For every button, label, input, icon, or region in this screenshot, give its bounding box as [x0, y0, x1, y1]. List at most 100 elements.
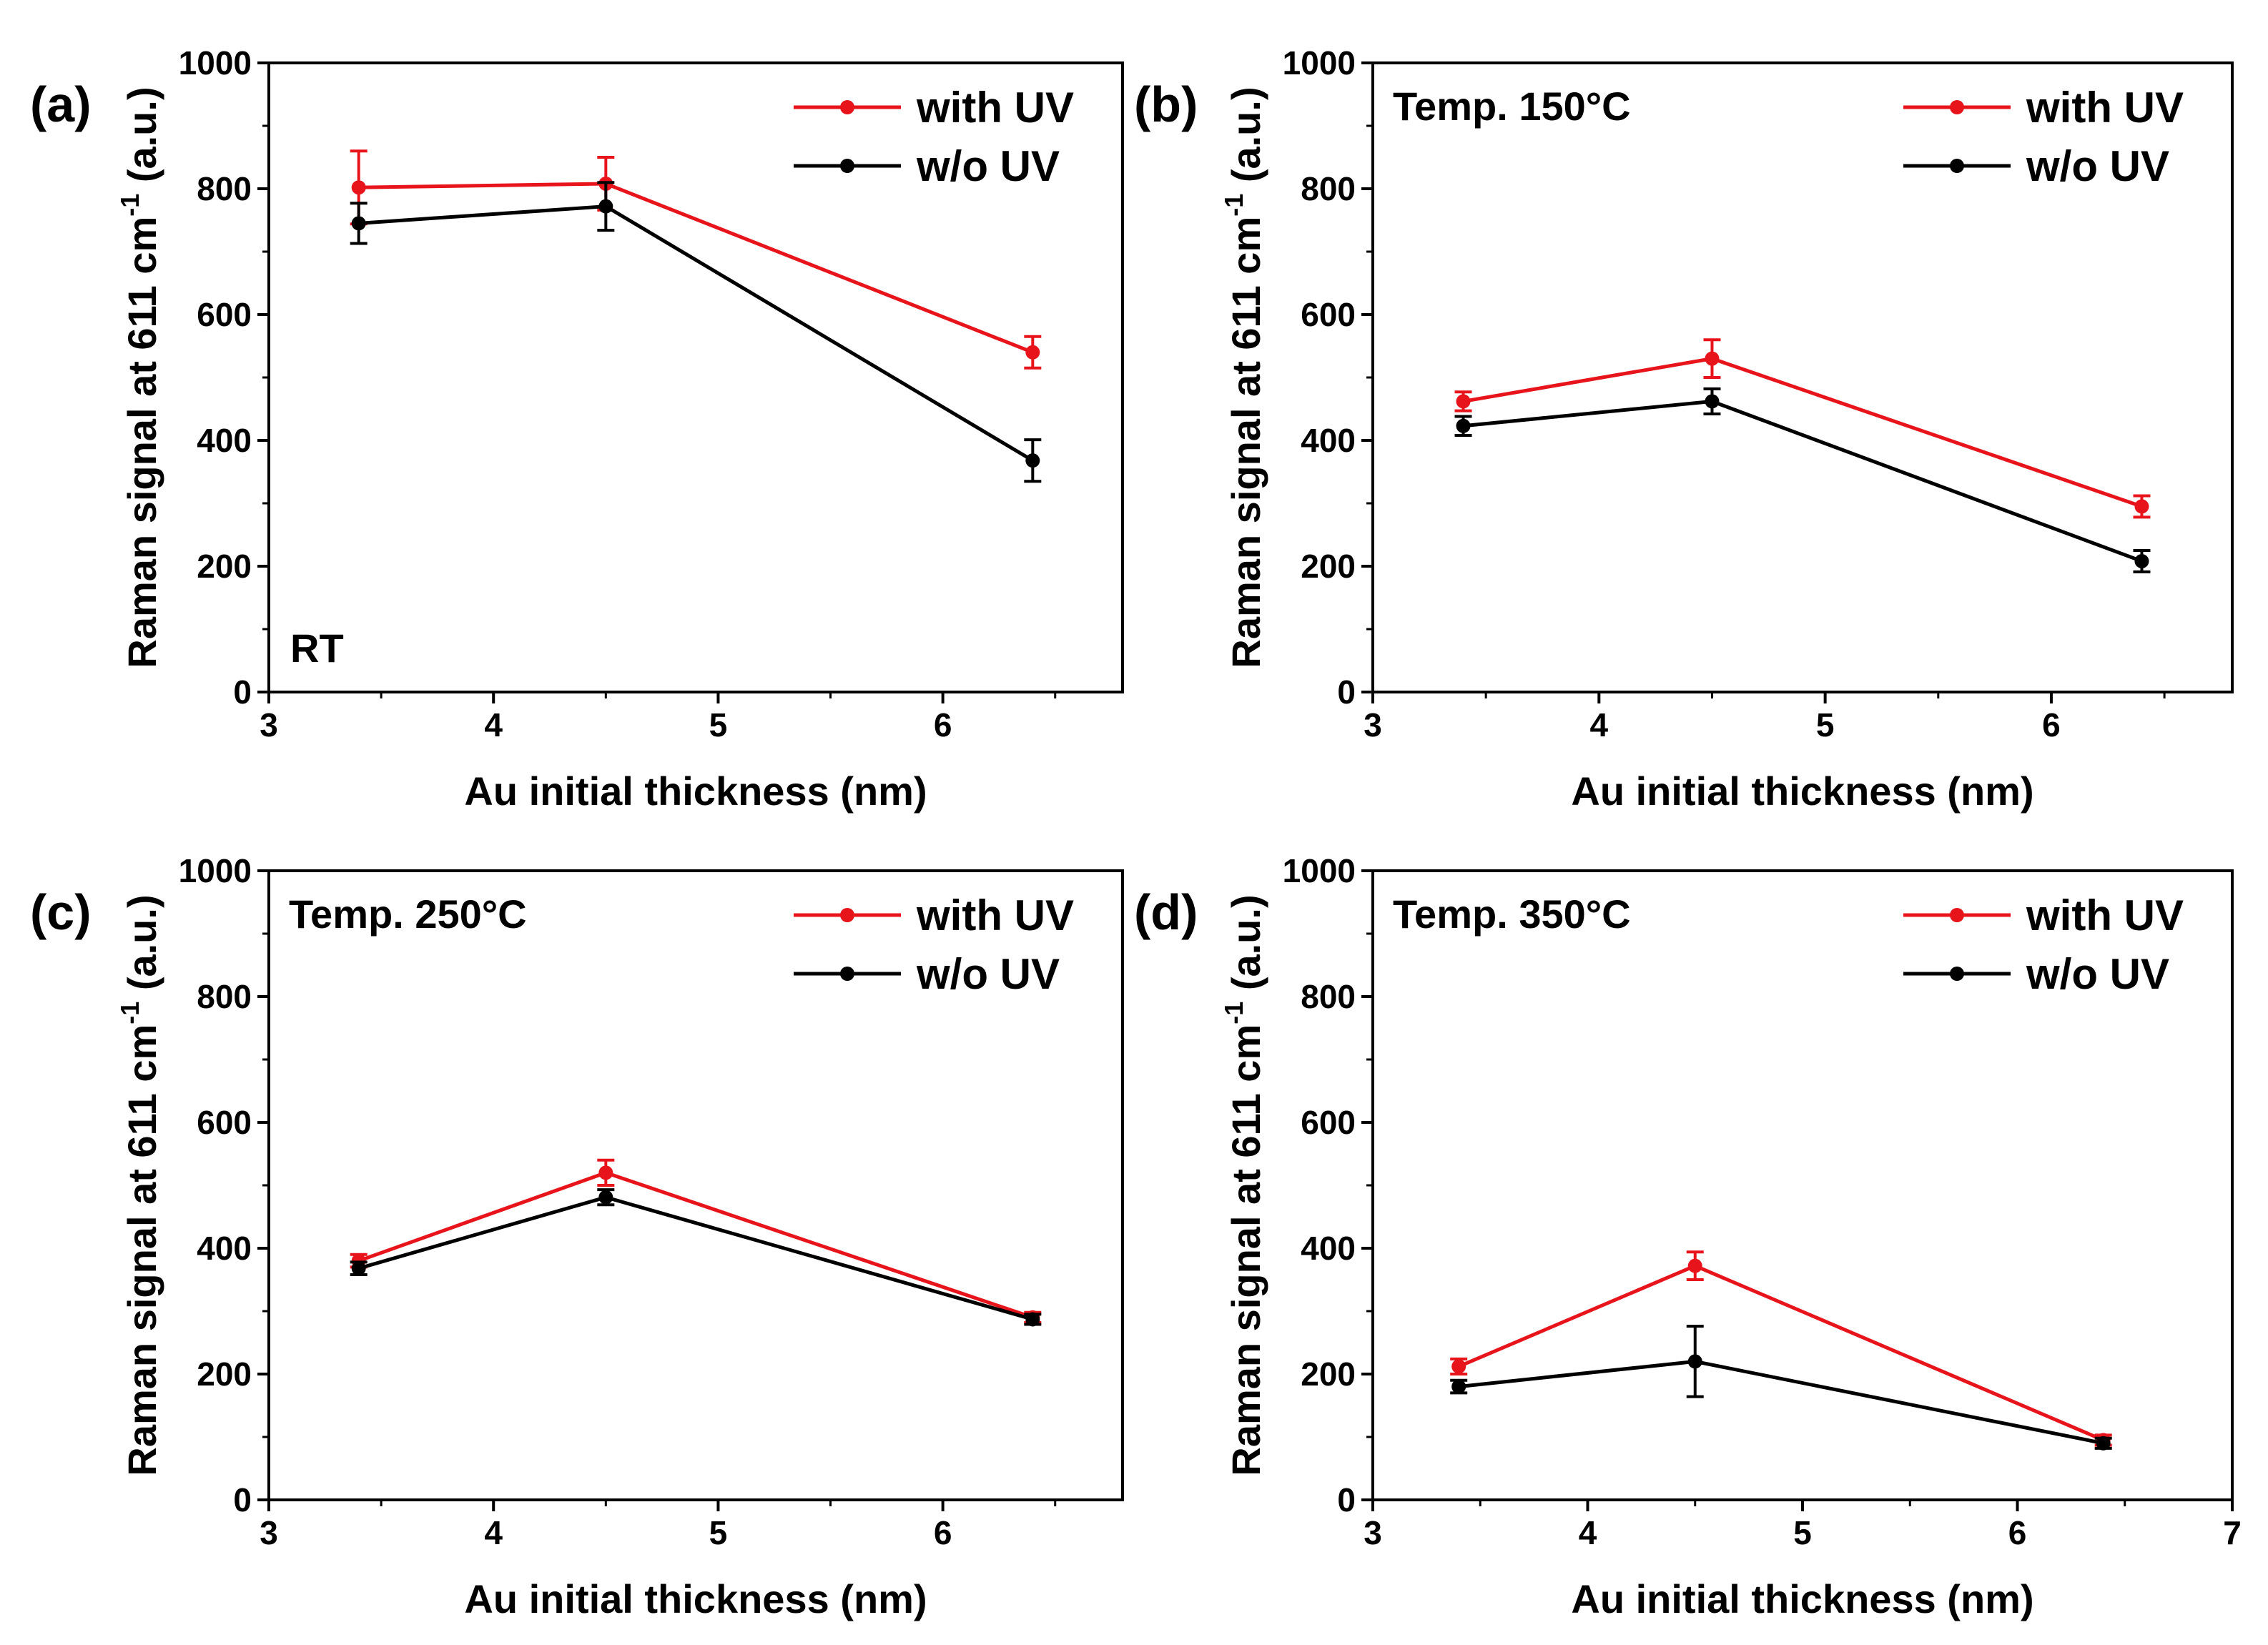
legend-label: with UV [2026, 891, 2184, 939]
legend-label: w/o UV [916, 142, 1060, 190]
data-point [351, 1261, 366, 1276]
legend-label: w/o UV [916, 950, 1060, 998]
x-tick-label: 6 [2042, 706, 2061, 744]
y-axis-label-main: Raman signal at 611 cm [119, 217, 164, 668]
panel-label: (a) [30, 76, 92, 132]
series-with-uv: with UV [350, 84, 1074, 370]
y-tick-label: 200 [197, 548, 252, 585]
y-tick-label: 800 [1301, 170, 1356, 207]
y-tick-label: 0 [1337, 1481, 1356, 1518]
y-tick-label: 200 [1301, 548, 1356, 585]
data-point [1451, 1359, 1466, 1374]
y-tick-label: 1000 [179, 44, 252, 81]
series-without-uv: w/o UV [1450, 950, 2169, 1451]
series-with-uv: with UV [1454, 84, 2184, 519]
x-axis-label: Au initial thickness (nm) [1571, 1576, 2033, 1621]
panel-d: 3 4 5 6 7 0 200 400 600 800 1000 Au initial thickne… [1134, 852, 2242, 1621]
y-tick-label: 400 [197, 422, 252, 459]
series-line [358, 1195, 1034, 1321]
legend-label: with UV [2026, 84, 2184, 132]
legend-label: w/o UV [2026, 950, 2169, 998]
data-point [2134, 553, 2149, 568]
y-tick-label: 400 [1301, 422, 1356, 459]
x-tick-label: 3 [1364, 1514, 1382, 1551]
y-tick-label: 600 [197, 296, 252, 333]
series-line [358, 204, 1034, 463]
y-tick-label: 800 [197, 170, 252, 207]
panel-label: (b) [1134, 76, 1198, 132]
data-point [1025, 1312, 1040, 1327]
series-line [1463, 357, 2143, 508]
y-axis-label-main: Raman signal at 611 cm [119, 1024, 164, 1476]
x-axis-label: Au initial thickness (nm) [464, 769, 927, 814]
x-tick-label: 6 [934, 706, 952, 744]
series-without-uv: w/o UV [350, 950, 1060, 1327]
x-tick-label: 5 [1793, 1514, 1812, 1551]
y-tick-label: 600 [197, 1104, 252, 1141]
data-point [1025, 345, 1040, 360]
panel-b: 3 4 5 6 0 200 400 600 800 1000 Au initial thicknes… [1134, 44, 2234, 814]
data-point [1456, 418, 1471, 433]
legend-label: with UV [916, 84, 1074, 132]
legend-marker [1950, 908, 1964, 922]
y-axis-label-main: Raman signal at 611 cm [1223, 1024, 1268, 1476]
y-tick-label: 0 [1337, 673, 1356, 711]
legend-marker [1950, 100, 1964, 114]
y-tick-label: 400 [1301, 1230, 1356, 1267]
y-tick-label: 200 [1301, 1355, 1356, 1393]
data-point [598, 1190, 613, 1205]
y-tick-label: 200 [197, 1355, 252, 1393]
data-point [1705, 394, 1720, 409]
x-tick-label: 7 [2223, 1514, 2242, 1551]
y-tick-label: 1000 [179, 852, 252, 889]
x-tick-label: 4 [484, 706, 503, 744]
x-tick-label: 3 [260, 1514, 278, 1551]
legend-marker [1950, 159, 1964, 173]
data-point [1456, 394, 1471, 409]
y-axis-label-sup: -1 [115, 194, 144, 217]
data-point [1025, 453, 1040, 468]
y-axis-label: Raman signal at 611 cm-1 (a.u.) [115, 87, 164, 668]
panel-label: (c) [30, 884, 92, 940]
y-axis-label-sup: -1 [1219, 1002, 1248, 1024]
data-point [2134, 499, 2149, 514]
x-tick-label: 6 [2008, 1514, 2027, 1551]
series-line [1458, 1359, 2104, 1446]
panel-c: 3 4 5 6 0 200 400 600 800 1000 Au initial thicknes… [30, 852, 1124, 1621]
panel-a: 3 4 5 6 0 200 400 600 800 1000 Au initial thicknes… [30, 44, 1124, 814]
x-tick-label: 5 [1816, 706, 1835, 744]
x-tick-label: 3 [1364, 706, 1382, 744]
y-tick-label: 400 [197, 1230, 252, 1267]
x-tick-label: 5 [709, 706, 728, 744]
data-point [598, 199, 613, 214]
series-without-uv: w/o UV [350, 142, 1060, 483]
y-axis-label-tail: (a.u.) [119, 894, 164, 1001]
data-point [1687, 1258, 1702, 1273]
data-point [2096, 1436, 2111, 1451]
y-tick-label: 800 [1301, 978, 1356, 1015]
y-axis-label-sup: -1 [115, 1002, 144, 1024]
legend-marker [840, 159, 854, 173]
data-point [351, 216, 366, 231]
x-tick-label: 4 [1579, 1514, 1597, 1551]
x-axis-label: Au initial thickness (nm) [1571, 769, 2033, 814]
series-line [358, 182, 1034, 355]
legend-marker [1950, 967, 1964, 981]
y-tick-label: 1000 [1283, 44, 1356, 81]
data-point [351, 180, 366, 195]
series-without-uv: w/o UV [1454, 142, 2169, 573]
series-with-uv: with UV [350, 891, 1074, 1325]
x-tick-label: 3 [260, 706, 278, 744]
data-point [1705, 351, 1720, 366]
x-tick-label: 4 [1590, 706, 1609, 744]
legend-marker [840, 967, 854, 981]
y-tick-label: 1000 [1283, 852, 1356, 889]
data-point [1451, 1379, 1466, 1394]
y-axis-label: Raman signal at 611 cm-1 (a.u.) [1219, 87, 1268, 668]
legend-marker [840, 100, 854, 114]
series-line [358, 1170, 1034, 1320]
legend-label: w/o UV [2026, 142, 2169, 190]
y-tick-label: 600 [1301, 296, 1356, 333]
y-tick-label: 0 [233, 1481, 252, 1518]
